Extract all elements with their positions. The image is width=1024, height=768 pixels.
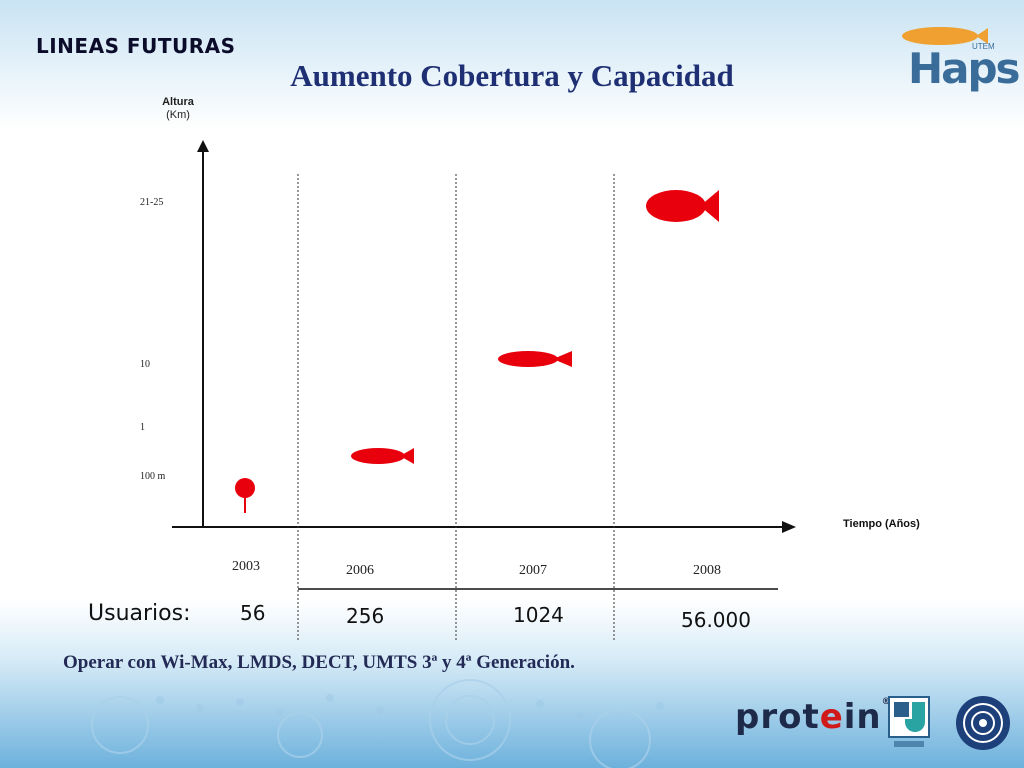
y-axis-label: Altura (Km) xyxy=(148,96,208,122)
protein-logo-text-1: prot xyxy=(735,697,820,737)
y-tick-label: 10 xyxy=(140,359,150,370)
y-tick-label: 100 m xyxy=(140,471,166,482)
circular-emblem-logo xyxy=(956,696,1010,750)
y-axis-unit: (Km) xyxy=(166,109,190,121)
users-value: 56.000 xyxy=(681,608,751,632)
haps-logo xyxy=(902,27,988,45)
users-value: 1024 xyxy=(513,603,564,627)
y-tick-label: 1 xyxy=(140,422,145,433)
section-label: LINEAS FUTURAS xyxy=(36,34,236,58)
x-axis-label: Tiempo (Años) xyxy=(843,518,920,530)
utem-logo xyxy=(888,696,930,747)
protein-logo-reg: ® xyxy=(881,697,892,707)
haps-logo-subtext: UTEM xyxy=(972,42,995,51)
footer-note: Operar con Wi-Max, LMDS, DECT, UMTS 3ª y… xyxy=(63,652,575,673)
users-value: 256 xyxy=(346,604,385,628)
users-label: Usuarios: xyxy=(88,601,191,626)
x-tick-label: 2003 xyxy=(232,559,260,574)
y-axis-arrow xyxy=(197,140,209,152)
protein-logo-text-3: in xyxy=(843,697,882,737)
users-value: 56 xyxy=(240,601,266,625)
x-tick-label: 2007 xyxy=(519,563,547,578)
haps-logo-text: Haps xyxy=(908,44,1021,93)
marker-airship-2008 xyxy=(646,190,719,222)
y-axis-title: Altura xyxy=(162,96,194,108)
y-tick-label: 21-25 xyxy=(140,197,164,208)
protein-logo-text-2: e xyxy=(819,697,844,737)
marker-airship-2007 xyxy=(498,351,572,367)
x-tick-label: 2006 xyxy=(346,563,374,578)
marker-tethered-balloon-2003 xyxy=(235,478,255,513)
x-tick-label: 2008 xyxy=(693,563,721,578)
slide-title: Aumento Cobertura y Capacidad xyxy=(290,58,734,93)
protein-logo: protein® xyxy=(735,697,892,737)
marker-airship-2006 xyxy=(351,448,414,464)
x-axis-arrow xyxy=(782,521,796,533)
